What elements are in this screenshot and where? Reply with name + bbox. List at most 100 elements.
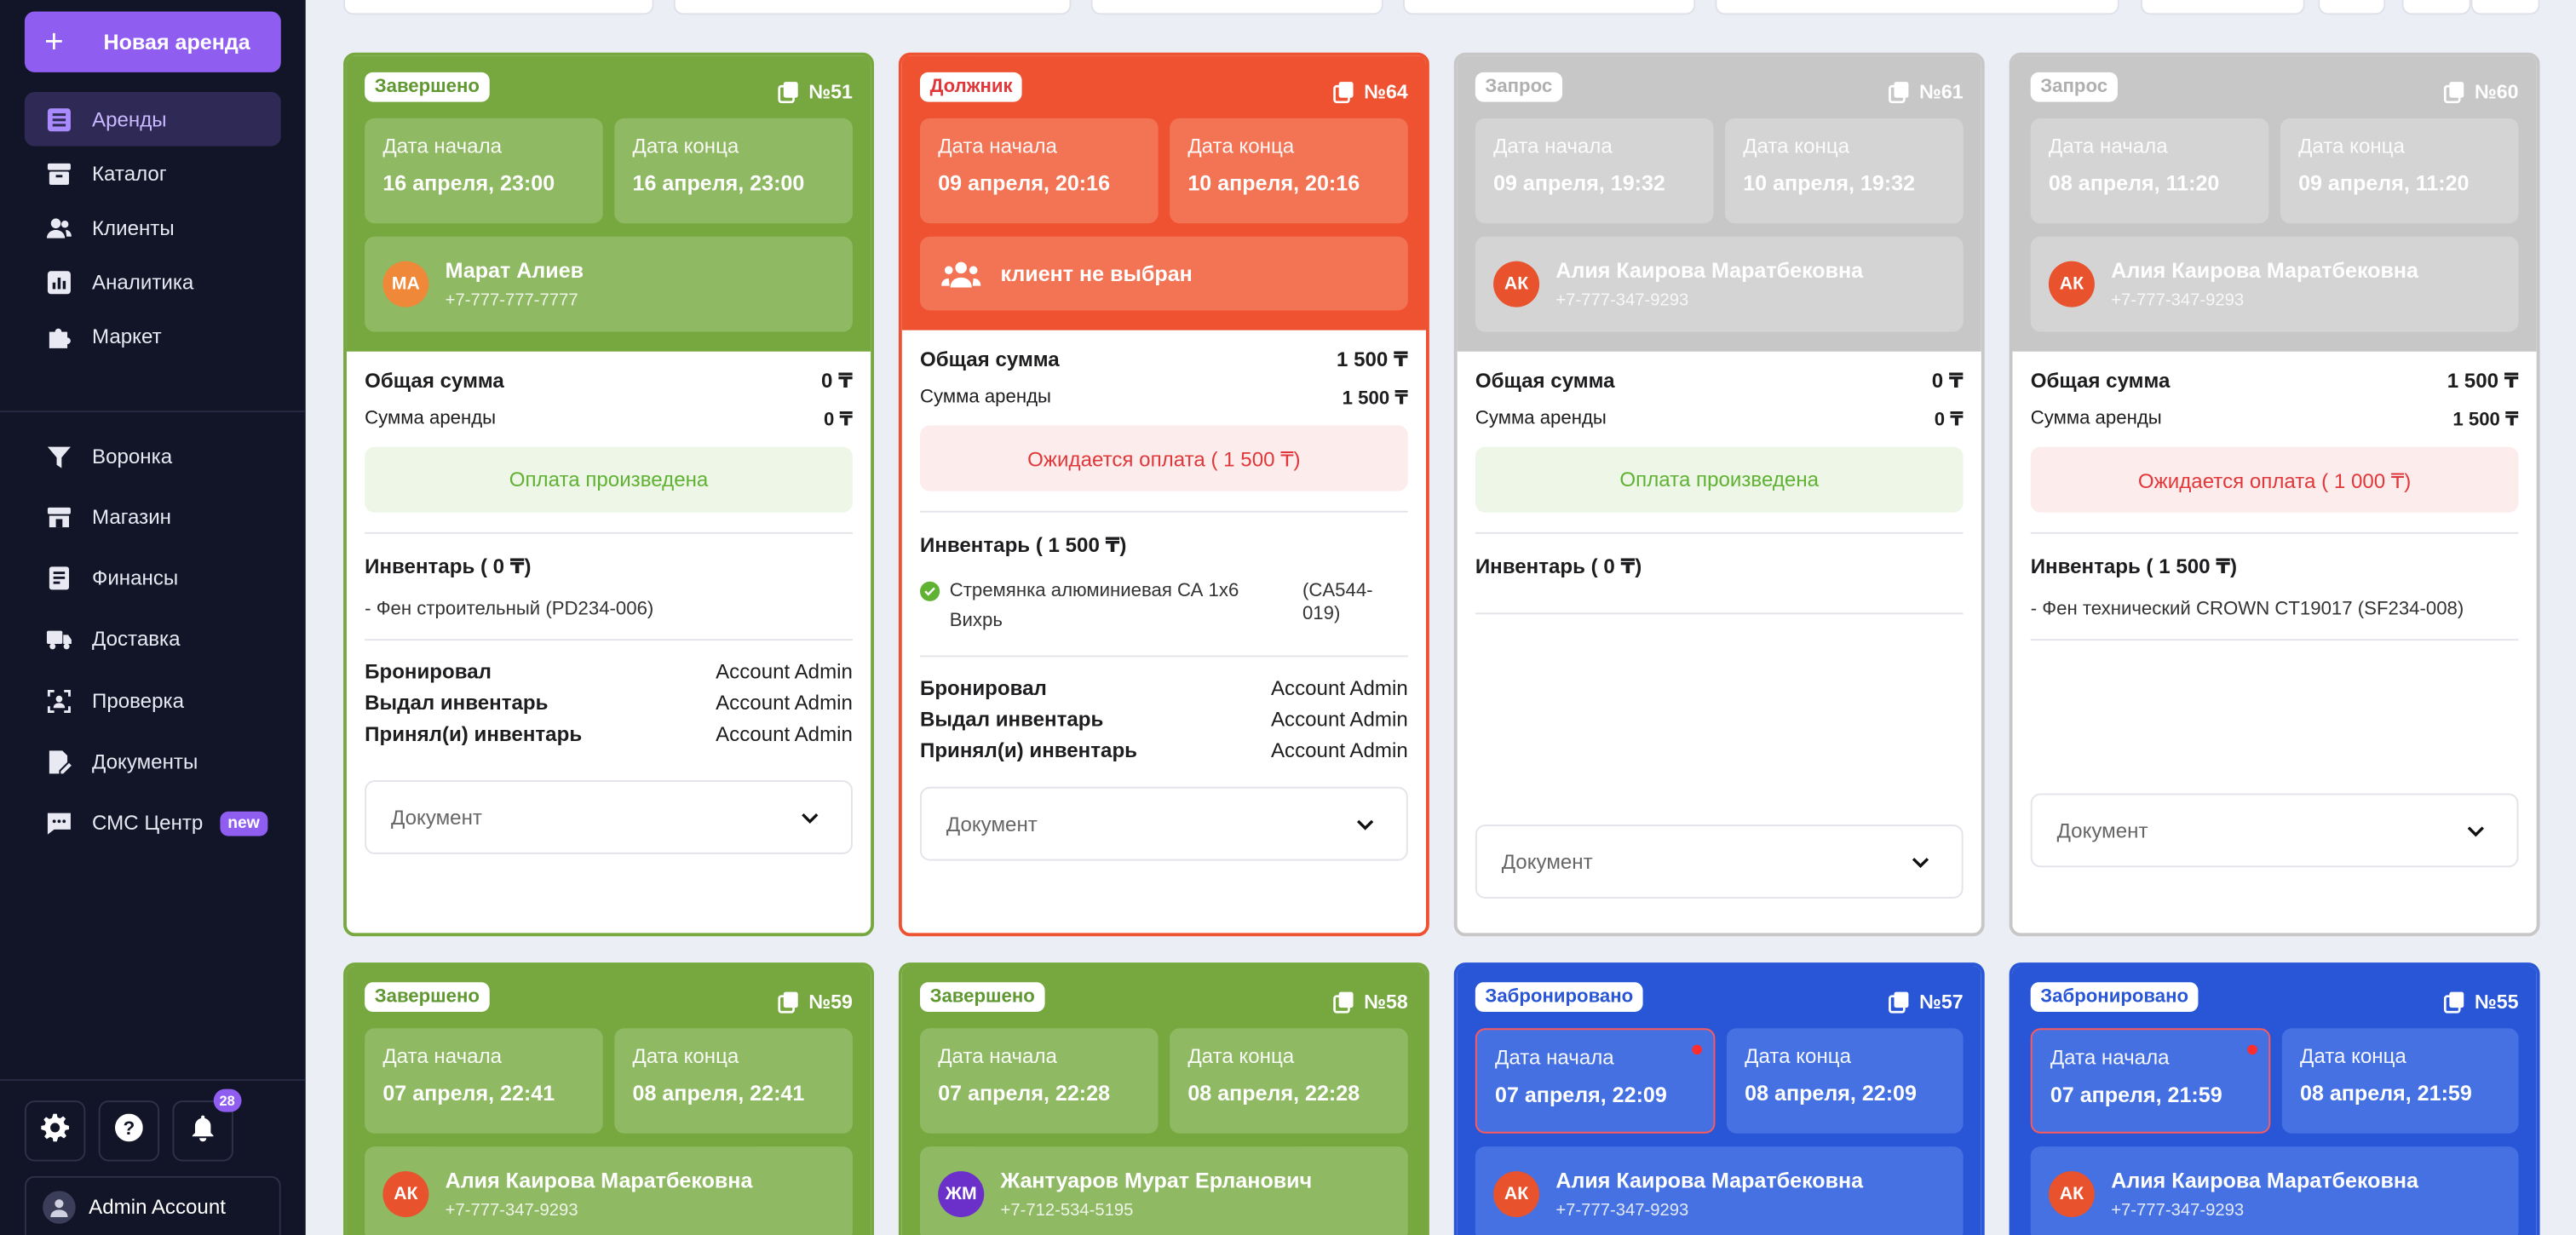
- account-menu[interactable]: Admin Account: [24, 1175, 281, 1235]
- rent-sum-row: Сумма аренды 1 500 ₸: [2030, 409, 2519, 431]
- filter-button[interactable]: [2140, 0, 2305, 15]
- card-header: Запрос №60 Дата начала 08 апреля, 11:20 Д…: [2012, 55, 2537, 352]
- inventory-title: Инвентарь ( 0 ₸): [365, 554, 532, 578]
- inventory-item: Стремянка алюминиевая СА 1х6 Вихрь (CA54…: [919, 577, 1408, 635]
- chevron-down-icon: [1357, 819, 1374, 830]
- rental-number[interactable]: №59: [778, 991, 853, 1014]
- rental-card[interactable]: Завершено №51 Дата начала 16 апреля, 23:0…: [343, 52, 874, 937]
- filter-button[interactable]: [2318, 0, 2386, 15]
- sidebar-item-catalog[interactable]: Каталог: [25, 146, 281, 201]
- inventory-title: Инвентарь ( 0 ₸): [1475, 554, 1642, 578]
- help-button[interactable]: ?: [98, 1100, 160, 1162]
- rental-card[interactable]: Забронировано №57 Дата начала 07 апреля, …: [1453, 962, 1985, 1235]
- inventory-item: - Фен технический CROWN CT19017 (SF234-0…: [2030, 599, 2464, 620]
- client-block[interactable]: АК Алия Каирова Маратбековна +7-777-347-9…: [1475, 1146, 1964, 1235]
- rental-number[interactable]: №51: [778, 80, 853, 103]
- notification-count-badge: 28: [212, 1089, 242, 1112]
- filter-field[interactable]: [1090, 0, 1383, 15]
- client-block[interactable]: АК Алия Каирова Маратбековна +7-777-347-9…: [1475, 236, 1964, 332]
- sidebar-item-finance[interactable]: Финансы: [25, 551, 281, 606]
- rental-number[interactable]: №60: [2443, 80, 2518, 103]
- document-select[interactable]: Документ: [365, 780, 853, 854]
- end-date: Дата конца 09 апреля, 11:20: [2280, 118, 2519, 224]
- rental-number[interactable]: №57: [1888, 991, 1964, 1014]
- avatar: ЖМ: [938, 1171, 985, 1218]
- inventory-title: Инвентарь ( 1 500 ₸): [919, 533, 1127, 557]
- rental-number[interactable]: №61: [1888, 80, 1964, 103]
- client-block[interactable]: ЖМ Жантуаров Мурат Ерланович +7-712-534-5…: [919, 1146, 1408, 1235]
- rental-number[interactable]: №58: [1333, 991, 1408, 1014]
- rental-card[interactable]: Запрос №60 Дата начала 08 апреля, 11:20 Д…: [2009, 52, 2540, 937]
- rental-card[interactable]: Запрос №61 Дата начала 09 апреля, 19:32 Д…: [1453, 52, 1985, 937]
- truck-icon: [44, 626, 72, 654]
- chevron-down-icon: [802, 813, 819, 824]
- funnel-icon: [44, 442, 72, 470]
- filter-field[interactable]: [1402, 0, 1696, 15]
- new-rental-button[interactable]: + Новая аренда: [24, 11, 281, 72]
- status-badge: Завершено: [365, 72, 490, 102]
- card-header: Запрос №61 Дата начала 09 апреля, 19:32 Д…: [1457, 55, 1981, 352]
- end-date: Дата конца 08 апреля, 22:28: [1170, 1028, 1408, 1134]
- status-badge: Запрос: [1475, 72, 1562, 102]
- end-date: Дата конца 08 апреля, 21:59: [2281, 1028, 2519, 1134]
- card-header: Забронировано №57 Дата начала 07 апреля, …: [1457, 965, 1981, 1235]
- alert-dot: [2247, 1044, 2257, 1055]
- sidebar-item-funnel[interactable]: Воронка: [25, 428, 281, 483]
- rental-number[interactable]: №55: [2443, 991, 2518, 1014]
- sidebar-item-market[interactable]: Маркет: [25, 309, 281, 364]
- settings-button[interactable]: [24, 1100, 86, 1162]
- filter-field[interactable]: [673, 0, 1072, 15]
- document-select[interactable]: Документ: [2030, 793, 2519, 868]
- alert-dot: [1692, 1044, 1702, 1055]
- client-block[interactable]: клиент не выбран: [919, 236, 1408, 311]
- filter-button[interactable]: [2470, 0, 2540, 15]
- sidebar-item-clients[interactable]: Клиенты: [25, 200, 281, 255]
- rental-number[interactable]: №64: [1333, 80, 1408, 103]
- rental-card[interactable]: Завершено №58 Дата начала 07 апреля, 22:2…: [898, 962, 1429, 1235]
- sidebar-divider: [0, 411, 306, 413]
- avatar: МА: [382, 261, 429, 307]
- rental-card[interactable]: Завершено №59 Дата начала 07 апреля, 22:4…: [343, 962, 874, 1235]
- staff-info: Бронировал Account Admin Выдал инвентарь A…: [919, 676, 1408, 762]
- filter-button[interactable]: [2401, 0, 2471, 15]
- new-badge: new: [219, 811, 268, 836]
- copy-icon: [778, 991, 799, 1014]
- sidebar-item-sms-center[interactable]: СМС Центр new: [25, 796, 281, 851]
- staff-info: Бронировал Account Admin Выдал инвентарь A…: [365, 660, 853, 746]
- client-block[interactable]: МА Марат Алиев +7-777-777-7777: [365, 236, 853, 332]
- sidebar-item-store[interactable]: Магазин: [25, 490, 281, 544]
- rental-card[interactable]: Забронировано №55 Дата начала 07 апреля, …: [2009, 962, 2540, 1235]
- avatar: АК: [1493, 261, 1540, 307]
- copy-icon: [1333, 991, 1354, 1014]
- bell-icon: [189, 1113, 217, 1149]
- avatar: АК: [382, 1171, 429, 1218]
- rent-sum-row: Сумма аренды 0 ₸: [365, 409, 853, 431]
- filter-field[interactable]: [1715, 0, 2119, 15]
- sidebar-item-analytics[interactable]: Аналитика: [25, 255, 281, 309]
- status-badge: Завершено: [919, 982, 1045, 1012]
- filter-field[interactable]: [343, 0, 654, 15]
- notifications-button[interactable]: 28: [172, 1089, 242, 1162]
- status-badge: Забронировано: [1475, 982, 1643, 1012]
- end-date: Дата конца 08 апреля, 22:41: [614, 1028, 853, 1134]
- client-block[interactable]: АК Алия Каирова Маратбековна +7-777-347-9…: [365, 1146, 853, 1235]
- sidebar-item-rentals[interactable]: Аренды: [24, 91, 281, 146]
- main-nav: Аренды Каталог Клиенты Аналитика Маркет: [24, 91, 281, 364]
- secondary-nav: Воронка Магазин Финансы Доставка Проверк…: [25, 428, 281, 850]
- copy-icon: [2444, 991, 2464, 1014]
- client-block[interactable]: АК Алия Каирова Маратбековна +7-777-347-9…: [2030, 1146, 2519, 1235]
- rental-card[interactable]: Должник №64 Дата начала 09 апреля, 20:16 …: [898, 52, 1429, 937]
- puzzle-icon: [44, 322, 72, 350]
- sidebar-item-documents[interactable]: Документы: [25, 735, 281, 790]
- avatar: [43, 1190, 76, 1223]
- client-block[interactable]: АК Алия Каирова Маратбековна +7-777-347-9…: [2030, 236, 2519, 332]
- sidebar-item-delivery[interactable]: Доставка: [25, 612, 281, 667]
- rent-sum-row: Сумма аренды 1 500 ₸: [919, 388, 1408, 410]
- document-select[interactable]: Документ: [919, 786, 1408, 861]
- document-select[interactable]: Документ: [1475, 824, 1964, 899]
- chat-icon: [44, 809, 72, 837]
- end-date: Дата конца 16 апреля, 23:00: [614, 118, 853, 224]
- total-sum-row: Общая сумма 1 500 ₸: [2030, 368, 2519, 393]
- sidebar-item-check[interactable]: Проверка: [25, 674, 281, 728]
- status-badge: Забронировано: [2030, 982, 2199, 1012]
